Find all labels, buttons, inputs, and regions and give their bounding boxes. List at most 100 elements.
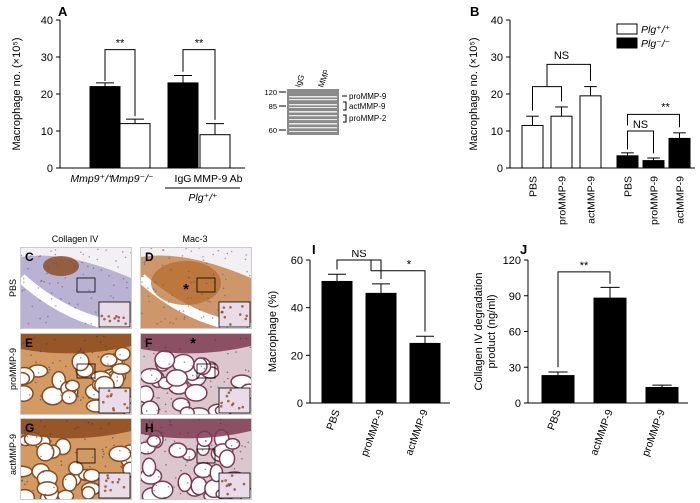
nucleus: [154, 379, 157, 382]
nucleus: [52, 261, 55, 264]
a-bracket: [182, 49, 216, 120]
j-category-label: PBS: [545, 408, 563, 432]
nucleus: [190, 250, 193, 252]
nucleus: [84, 322, 87, 325]
nucleus: [157, 475, 160, 478]
a-ytick-label: 10: [41, 126, 53, 138]
nucleus: [112, 284, 115, 286]
nucleus: [42, 471, 45, 473]
nucleus: [182, 310, 185, 312]
nucleus: [165, 464, 167, 466]
nucleus: [37, 372, 40, 374]
nucleus: [47, 267, 50, 269]
nucleus: [24, 483, 26, 486]
nucleus: [74, 367, 76, 370]
nucleus: [246, 270, 248, 273]
nucleus: [88, 256, 91, 258]
nucleus: [130, 251, 131, 254]
inset-cell: [106, 395, 109, 398]
b-category-label: proMMP-9: [649, 176, 661, 225]
inset-cell: [227, 391, 231, 394]
inset-cell: [220, 310, 224, 314]
nucleus: [147, 287, 149, 289]
blot-band-label: actMMP-9: [349, 102, 386, 111]
j-ytick-label: 90: [509, 291, 521, 303]
nucleus: [155, 362, 157, 365]
nucleus: [74, 307, 76, 309]
inset-cell: [112, 408, 116, 412]
nucleus: [156, 397, 159, 399]
blot-band: [289, 107, 337, 108]
b-bracket: [627, 113, 680, 128]
nucleus: [198, 248, 200, 249]
nucleus: [47, 371, 50, 374]
nucleus: [172, 322, 174, 325]
nucleus: [48, 282, 51, 285]
inset-cell: [224, 479, 227, 482]
nucleus: [43, 425, 46, 428]
b-bracket: [627, 130, 654, 154]
i-significance: NS: [351, 250, 366, 260]
nucleus: [183, 318, 186, 320]
nucleus: [91, 456, 94, 459]
nucleus: [153, 288, 155, 290]
a-ytick-label: 20: [41, 89, 53, 101]
nucleus: [87, 397, 90, 399]
nucleus: [211, 317, 214, 319]
nucleus: [23, 281, 25, 284]
nucleus: [158, 397, 161, 399]
nucleus: [168, 363, 170, 365]
adipocyte: [154, 350, 176, 370]
nucleus: [61, 285, 64, 288]
a-bar: [199, 134, 231, 169]
micrograph-label: D: [145, 250, 154, 264]
inset-cell: [103, 489, 107, 493]
nucleus: [70, 260, 72, 263]
inset-cell: [113, 317, 117, 320]
j-ytick-label: 60: [509, 327, 521, 339]
micrograph-asterisk: *: [183, 281, 189, 298]
nucleus: [74, 451, 77, 454]
a-category-label: Mmp9⁺/⁺: [70, 173, 113, 185]
nucleus: [51, 447, 53, 450]
nucleus: [167, 301, 170, 303]
zoom-inset: [218, 472, 251, 499]
nucleus: [112, 297, 115, 299]
nucleus: [64, 478, 67, 481]
nucleus: [223, 381, 226, 383]
nucleus: [149, 420, 151, 423]
blot-mw-label: 60: [269, 126, 277, 135]
nucleus: [171, 390, 173, 392]
nucleus: [22, 342, 25, 344]
nucleus: [219, 422, 222, 425]
nucleus: [222, 287, 225, 290]
inset-cell: [116, 480, 120, 484]
blot-band-bracket: [343, 114, 347, 123]
zoom-inset: [218, 301, 251, 328]
nucleus: [105, 249, 107, 251]
adipocyte: [184, 383, 208, 402]
inset-cell: [230, 474, 234, 477]
adipocyte: [141, 400, 160, 414]
nucleus: [104, 465, 107, 468]
nucleus: [174, 477, 177, 479]
nucleus: [99, 341, 102, 343]
micrograph-label: G: [25, 421, 34, 435]
micrograph-label: E: [25, 336, 33, 350]
inset-cell: [233, 488, 236, 491]
inset-cell: [107, 389, 111, 393]
nucleus: [89, 465, 91, 468]
nucleus: [224, 278, 227, 281]
nucleus: [126, 281, 128, 284]
nucleus: [37, 287, 40, 289]
nucleus: [103, 453, 105, 455]
nucleus: [108, 275, 110, 277]
nucleus: [68, 396, 71, 399]
i-significance: *: [407, 257, 412, 271]
nucleus: [190, 297, 192, 300]
nucleus: [88, 405, 91, 407]
zoom-box: [76, 448, 96, 464]
a-bar: [89, 86, 121, 169]
i-bar: [409, 342, 441, 404]
adipocyte: [218, 449, 236, 469]
